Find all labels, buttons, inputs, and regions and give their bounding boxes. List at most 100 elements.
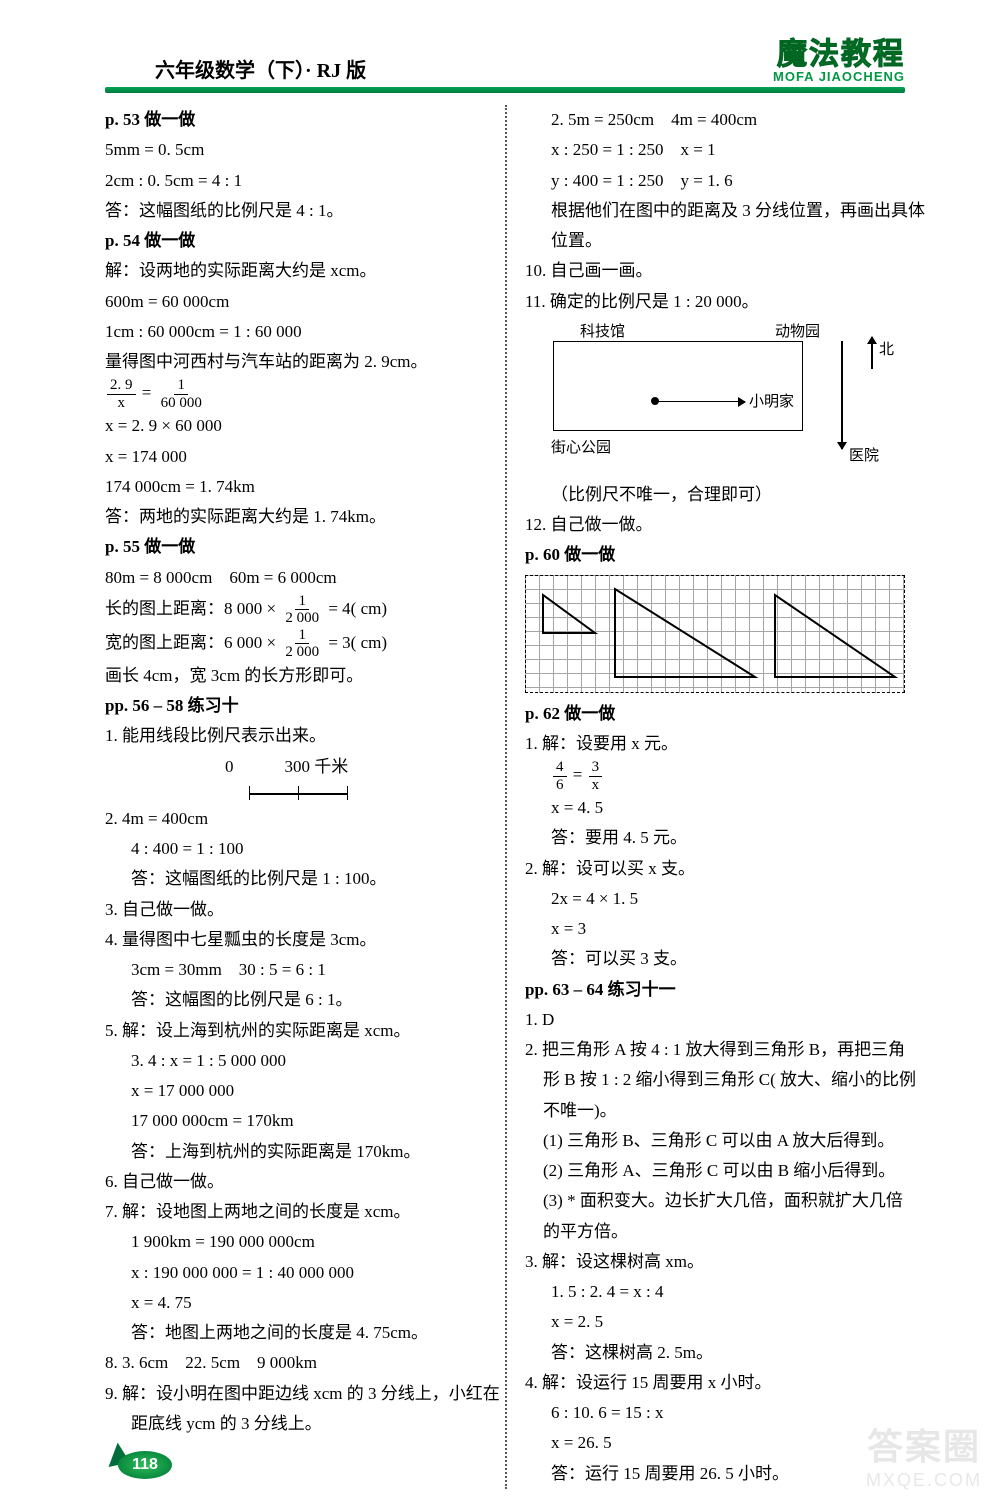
text-line: 5mm = 0. 5cm xyxy=(105,135,487,165)
text-line: 答：地图上两地之间的长度是 4. 75cm。 xyxy=(105,1318,487,1348)
text-line: 8. 3. 6cm 22. 5cm 9 000km xyxy=(105,1348,487,1378)
text-line: 画长 4cm，宽 3cm 的长方形即可。 xyxy=(105,661,487,691)
text-line: 位置。 xyxy=(525,226,905,256)
text-line: 17 000 000cm = 170km xyxy=(105,1106,487,1136)
text-line: 80m = 8 000cm 60m = 6 000cm xyxy=(105,563,487,593)
text-line: 4. 量得图中七星瓢虫的长度是 3cm。 xyxy=(105,925,487,955)
text-line: y : 400 = 1 : 250 y = 1. 6 xyxy=(525,166,905,196)
text-line: 3. 4 : x = 1 : 5 000 000 xyxy=(105,1046,487,1076)
text-line: x = 4. 5 xyxy=(525,793,905,823)
text-line: 2. 解：设可以买 x 支。 xyxy=(525,854,905,884)
text-line: x = 26. 5 xyxy=(525,1428,905,1458)
text-line: x = 2. 5 xyxy=(525,1307,905,1337)
divider-bar xyxy=(105,87,905,93)
text-line: 4 : 400 = 1 : 100 xyxy=(105,834,487,864)
map-label: 街心公园 xyxy=(551,435,611,462)
text-line: 174 000cm = 1. 74km xyxy=(105,472,487,502)
text-line: 量得图中河西村与汽车站的距离为 2. 9cm。 xyxy=(105,347,487,377)
content-columns: p. 53 做一做 5mm = 0. 5cm 2cm : 0. 5cm = 4 … xyxy=(105,105,905,1489)
text-line: 1. 能用线段比例尺表示出来。 xyxy=(105,721,487,751)
page-number: 118 xyxy=(118,1451,172,1479)
text-line: 1cm : 60 000cm = 1 : 60 000 xyxy=(105,317,487,347)
text-line: 6. 自己做一做。 xyxy=(105,1167,487,1197)
text-line: 答：运行 15 周要用 26. 5 小时。 xyxy=(525,1459,905,1489)
text-line: x = 2. 9 × 60 000 xyxy=(105,411,487,441)
text-line: x = 174 000 xyxy=(105,442,487,472)
text-line: x : 190 000 000 = 1 : 40 000 000 xyxy=(105,1258,487,1288)
brand-pinyin: MOFA JIAOCHENG xyxy=(773,70,905,83)
text-line: 答：可以买 3 支。 xyxy=(525,944,905,974)
text-line: （比例尺不唯一，合理即可） xyxy=(525,480,905,510)
map-label: 医院 xyxy=(849,443,879,470)
text-line: 答：两地的实际距离大约是 1. 74km。 xyxy=(105,502,487,532)
scale-ruler-icon xyxy=(243,782,353,804)
text-line: 根据他们在图中的距离及 3 分线位置，再画出具体 xyxy=(525,196,905,226)
text-line: 2. 把三角形 A 按 4 : 1 放大得到三角形 B，再把三角 xyxy=(525,1035,905,1065)
text-line: 2. 5m = 250cm 4m = 400cm xyxy=(525,105,905,135)
text-line: 12. 自己做一做。 xyxy=(525,510,905,540)
equation: 46 = 3x xyxy=(525,759,905,793)
text-line: (3) * 面积变大。边长扩大几倍，面积就扩大几倍 xyxy=(525,1186,905,1216)
section-heading: p. 62 做一做 xyxy=(525,699,905,729)
text-line: 1. 解：设要用 x 元。 xyxy=(525,729,905,759)
equation: 长的图上距离：8 000 × 12 000 = 4( cm) xyxy=(105,593,487,627)
text-line: 4. 解：设运行 15 周要用 x 小时。 xyxy=(525,1368,905,1398)
text-line: 解：设两地的实际距离大约是 xcm。 xyxy=(105,256,487,286)
text-line: 10. 自己画一画。 xyxy=(525,256,905,286)
text-line: (1) 三角形 B、三角形 C 可以由 A 放大后得到。 xyxy=(525,1126,905,1156)
text-line: (2) 三角形 A、三角形 C 可以由 B 缩小后得到。 xyxy=(525,1156,905,1186)
text-line: 答：这幅图纸的比例尺是 1 : 100。 xyxy=(105,864,487,894)
text-line: 1. D xyxy=(525,1005,905,1035)
equation: 2. 9x = 160 000 xyxy=(105,377,487,411)
text-line: x = 3 xyxy=(525,914,905,944)
north-label: 北 xyxy=(879,337,894,364)
text-line: 2x = 4 × 1. 5 xyxy=(525,884,905,914)
text-line: 距底线 ycm 的 3 分线上。 xyxy=(105,1409,487,1439)
text-line: 9. 解：设小明在图中距边线 xcm 的 3 分线上，小红在 xyxy=(105,1379,487,1409)
text-line: 1 900km = 190 000 000cm xyxy=(105,1227,487,1257)
equation: 宽的图上距离：6 000 × 12 000 = 3( cm) xyxy=(105,627,487,661)
ruler-line: 0 300 千米 xyxy=(105,752,487,804)
grid-figure xyxy=(525,575,905,693)
section-heading: p. 55 做一做 xyxy=(105,532,487,562)
text-line: x = 4. 75 xyxy=(105,1288,487,1318)
text-line: 形 B 按 1 : 2 缩小得到三角形 C( 放大、缩小的比例 xyxy=(525,1065,905,1095)
text-line: 答：这幅图纸的比例尺是 4 : 1。 xyxy=(105,196,487,226)
text-line: 2cm : 0. 5cm = 4 : 1 xyxy=(105,166,487,196)
text-line: 2. 4m = 400cm xyxy=(105,804,487,834)
text-line: 3. 自己做一做。 xyxy=(105,895,487,925)
section-heading: pp. 63 – 64 练习十一 xyxy=(525,975,905,1005)
right-column: 2. 5m = 250cm 4m = 400cm x : 250 = 1 : 2… xyxy=(505,105,905,1489)
brand: 魔法教程 MOFA JIAOCHENG xyxy=(773,40,905,83)
map-label: 小明家 xyxy=(749,389,794,416)
map-label: 科技馆 xyxy=(580,319,625,346)
text-line: 答：要用 4. 5 元。 xyxy=(525,823,905,853)
section-heading: p. 53 做一做 xyxy=(105,105,487,135)
watermark-cn: 答案圈 xyxy=(866,1418,982,1470)
map-diagram: 科技馆 动物园 街心公园 小明家 医院 北 xyxy=(525,319,905,474)
text-line: 1. 5 : 2. 4 = x : 4 xyxy=(525,1277,905,1307)
page-title: 六年级数学（下）· RJ 版 xyxy=(105,54,366,83)
watermark: 答案圈 MXQE.COM xyxy=(866,1418,982,1491)
section-heading: p. 54 做一做 xyxy=(105,226,487,256)
text-line: 600m = 60 000cm xyxy=(105,287,487,317)
section-heading: pp. 56 – 58 练习十 xyxy=(105,691,487,721)
text-line: x = 17 000 000 xyxy=(105,1076,487,1106)
text-line: 3cm = 30mm 30 : 5 = 6 : 1 xyxy=(105,955,487,985)
text-line: 5. 解：设上海到杭州的实际距离是 xcm。 xyxy=(105,1016,487,1046)
text-line: 答：上海到杭州的实际距离是 170km。 xyxy=(105,1137,487,1167)
page-number-badge: 118 xyxy=(110,1437,174,1481)
left-column: p. 53 做一做 5mm = 0. 5cm 2cm : 0. 5cm = 4 … xyxy=(105,105,505,1489)
text-line: 11. 确定的比例尺是 1 : 20 000。 xyxy=(525,287,905,317)
watermark-url: MXQE.COM xyxy=(866,1470,982,1491)
text-line: 7. 解：设地图上两地之间的长度是 xcm。 xyxy=(105,1197,487,1227)
text-line: 答：这棵树高 2. 5m。 xyxy=(525,1338,905,1368)
text-line: 不唯一)。 xyxy=(525,1096,905,1126)
text-line: 的平方倍。 xyxy=(525,1217,905,1247)
text-line: 6 : 10. 6 = 15 : x xyxy=(525,1398,905,1428)
text-line: 答：这幅图的比例尺是 6 : 1。 xyxy=(105,985,487,1015)
map-label: 动物园 xyxy=(775,319,820,346)
text-line: 3. 解：设这棵树高 xm。 xyxy=(525,1247,905,1277)
section-heading: p. 60 做一做 xyxy=(525,540,905,570)
brand-cn: 魔法教程 xyxy=(773,40,905,70)
